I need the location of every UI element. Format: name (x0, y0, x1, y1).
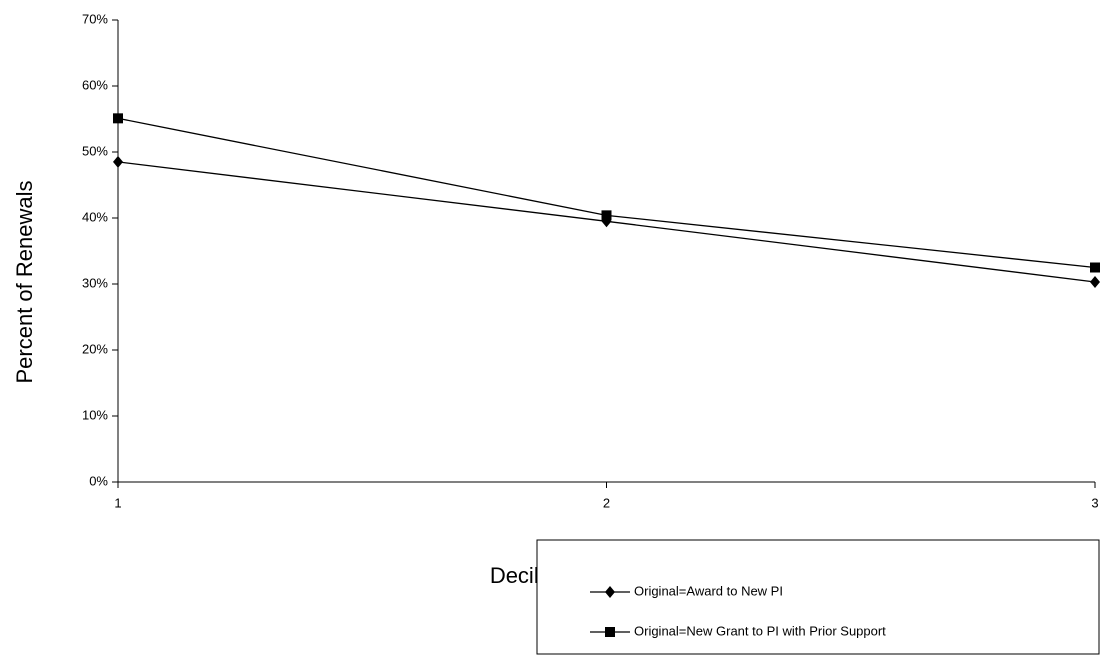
marker (113, 113, 123, 124)
y-tick-label: 40% (82, 209, 108, 224)
y-tick-label: 20% (82, 341, 108, 356)
legend-label: Original=Award to New PI (634, 583, 783, 598)
x-tick-label: 1 (114, 495, 121, 510)
y-tick-label: 60% (82, 77, 108, 92)
y-tick-label: 0% (89, 473, 108, 488)
marker (601, 210, 612, 221)
legend-label: Original=New Grant to PI with Prior Supp… (634, 623, 886, 638)
marker (113, 155, 123, 168)
legend-marker (605, 627, 615, 637)
x-tick-label: 2 (603, 495, 610, 510)
y-axis-title: Percent of Renewals (12, 181, 37, 384)
y-tick-label: 50% (82, 143, 108, 158)
legend-box (536, 539, 1100, 655)
marker (1090, 276, 1100, 289)
y-tick-label: 70% (82, 11, 108, 26)
y-tick-label: 10% (82, 407, 108, 422)
x-tick-label: 3 (1091, 495, 1098, 510)
y-tick-label: 30% (82, 275, 108, 290)
series-line (117, 117, 1096, 269)
legend-marker (605, 586, 615, 598)
marker (1090, 262, 1100, 273)
